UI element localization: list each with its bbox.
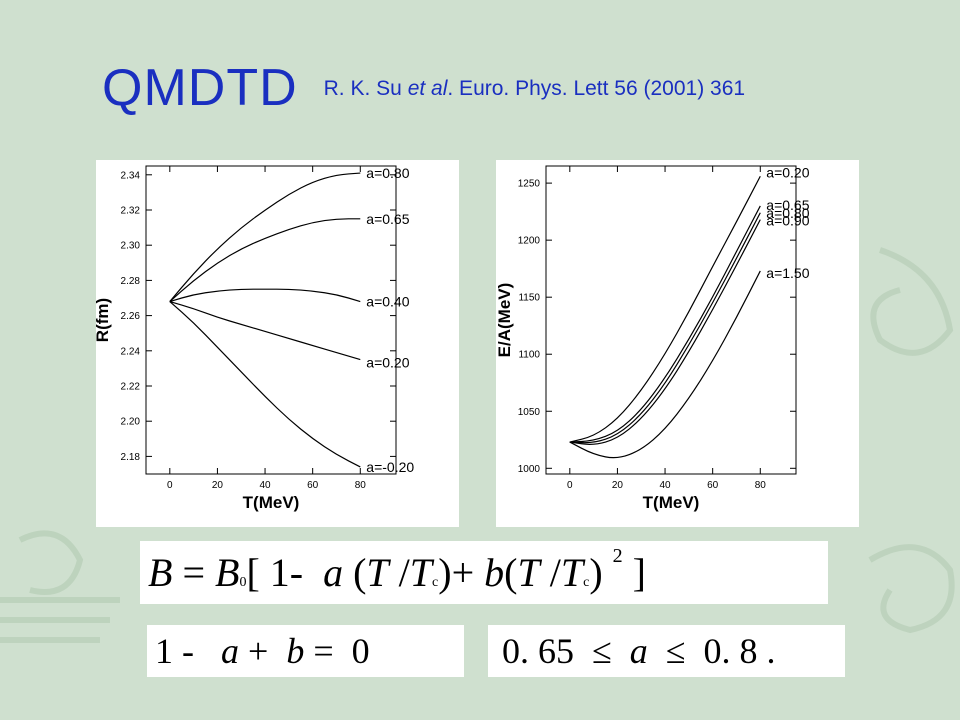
series-line-energy-0 — [569, 175, 761, 443]
series-label-energy-2: a=0.80 — [766, 205, 809, 221]
y-tick-label: 2.26 — [121, 311, 141, 322]
reference-authors: R. K. Su — [323, 77, 402, 100]
y-tick-label: 2.32 — [121, 206, 141, 217]
series-label-energy-3: a=0.90 — [766, 213, 809, 229]
series-label-radius-2: a=0.40 — [366, 294, 409, 310]
range-le-2: ≤ — [665, 631, 686, 671]
y-tick-label: 2.18 — [121, 452, 141, 463]
constraint-equals: = — [313, 631, 334, 671]
formula-B0: B — [215, 550, 240, 595]
radius-chart-panel: 0 20 40 60 80 2.18 2.20 2.22 2.24 2.26 2.28 2.30 2.3… — [96, 160, 459, 527]
formula-rparen-2: ) — [589, 550, 603, 595]
title-reference: R. K. Su et al. Euro. Phys. Lett 56 (200… — [324, 77, 745, 100]
y-tick-label: 1250 — [518, 179, 541, 190]
title-main: QMDTD — [102, 59, 298, 117]
y-tick-label: 1050 — [518, 407, 541, 418]
series-label-energy-0: a=0.20 — [766, 164, 809, 180]
y-tick-label: 2.22 — [121, 382, 141, 393]
formula-sub-0: 0 — [239, 574, 247, 590]
series-line-radius-1 — [169, 218, 361, 302]
reference-etal: et al — [407, 77, 448, 100]
formula-a: a — [323, 550, 344, 595]
y-tick-label: 1000 — [518, 464, 541, 475]
constraint-a: a — [221, 631, 239, 671]
plot-frame — [545, 165, 797, 475]
y-tick-label: 1200 — [518, 236, 541, 247]
x-axis-label: T(MeV) — [243, 493, 300, 512]
series-label-radius-4: a=-0.20 — [366, 459, 414, 475]
x-tick-label: 20 — [212, 480, 224, 491]
series-line-energy-2 — [569, 212, 761, 444]
x-tick-label: 60 — [707, 480, 719, 491]
y-tick-label: 2.20 — [121, 417, 141, 428]
x-tick-label: 0 — [167, 480, 173, 491]
formula-rparen-plus: )+ — [438, 550, 475, 595]
constraint-formula: 1 - a + b = 0 — [147, 625, 464, 677]
series-label-energy-1: a=0.65 — [766, 197, 809, 213]
y-tick-label: 2.34 — [121, 170, 141, 181]
formula-T-1: T — [366, 550, 389, 595]
x-tick-label: 20 — [612, 480, 624, 491]
formula-left-bracket: [ — [246, 550, 260, 595]
x-tick-label: 40 — [259, 480, 271, 491]
series-line-energy-1 — [569, 205, 761, 443]
slide-title: QMDTD R. K. Su et al. Euro. Phys. Lett 56… — [102, 58, 745, 118]
energy-chart-panel: 0 20 40 60 80 1000 1050 1100 1150 1200 1250 T(MeV) E… — [496, 160, 859, 527]
formula-B: B — [148, 550, 173, 595]
range-le-1: ≤ — [592, 631, 612, 671]
constraint-b: b — [286, 631, 305, 671]
formula-equals: = — [182, 550, 205, 595]
formula-power-2: 2 — [612, 545, 623, 567]
series-line-energy-4 — [569, 270, 761, 459]
constraint-plus: + — [248, 631, 269, 671]
formula-slash-2: / — [549, 550, 561, 595]
formula-right-bracket: ] — [632, 550, 646, 595]
formula-Tc-2: T — [560, 550, 584, 595]
formula-one-minus: 1- — [269, 550, 304, 595]
reference-journal: . Euro. Phys. Lett 56 (2001) 361 — [447, 77, 746, 100]
range-formula: 0. 65 ≤ a ≤ 0. 8 . — [488, 625, 845, 677]
y-axis-label: E/A(MeV) — [496, 283, 514, 358]
series-line-radius-3 — [169, 300, 361, 361]
x-tick-label: 40 — [659, 480, 671, 491]
series-label-radius-3: a=0.20 — [366, 355, 409, 371]
y-tick-label: 2.30 — [121, 241, 141, 252]
series-line-energy-3 — [569, 219, 761, 445]
x-tick-label: 80 — [755, 480, 767, 491]
energy-chart: 0 20 40 60 80 1000 1050 1100 1150 1200 1250 T(MeV) E… — [496, 164, 810, 512]
y-tick-label: 2.24 — [121, 346, 141, 357]
series-label-radius-0: a=0.80 — [366, 165, 409, 181]
series-label-energy-4: a=1.50 — [766, 265, 809, 281]
range-a: a — [629, 631, 648, 671]
plot-frame — [145, 165, 397, 475]
series-line-radius-4 — [169, 301, 361, 468]
formula-sub-c-1: c — [432, 574, 439, 590]
formula-sub-c-2: c — [583, 574, 590, 590]
range-low: 0. 65 — [502, 631, 574, 671]
series-line-radius-2 — [169, 288, 361, 303]
radius-chart: 0 20 40 60 80 2.18 2.20 2.22 2.24 2.26 2.28 2.30 2.3… — [96, 165, 414, 512]
series-label-radius-1: a=0.65 — [366, 211, 409, 227]
x-tick-label: 0 — [567, 480, 573, 491]
formula-slash-1: / — [398, 550, 410, 595]
y-tick-label: 1150 — [518, 293, 540, 304]
formula-Tc-1: T — [409, 550, 433, 595]
formula-T-2: T — [517, 550, 540, 595]
formula-lparen-1: ( — [353, 550, 367, 595]
y-tick-label: 2.28 — [121, 276, 141, 287]
series-line-radius-0 — [169, 172, 361, 302]
x-tick-label: 60 — [307, 480, 319, 491]
constraint-zero: 0 — [351, 631, 370, 671]
x-axis-label: T(MeV) — [643, 493, 700, 512]
y-axis-label: R(fm) — [96, 298, 112, 342]
formula-lparen-2: ( — [504, 550, 518, 595]
x-tick-label: 80 — [355, 480, 367, 491]
formula-b: b — [484, 550, 505, 595]
y-tick-label: 1100 — [518, 350, 540, 361]
range-high: 0. 8 . — [703, 631, 776, 671]
constraint-one-minus: 1 - — [155, 631, 194, 671]
